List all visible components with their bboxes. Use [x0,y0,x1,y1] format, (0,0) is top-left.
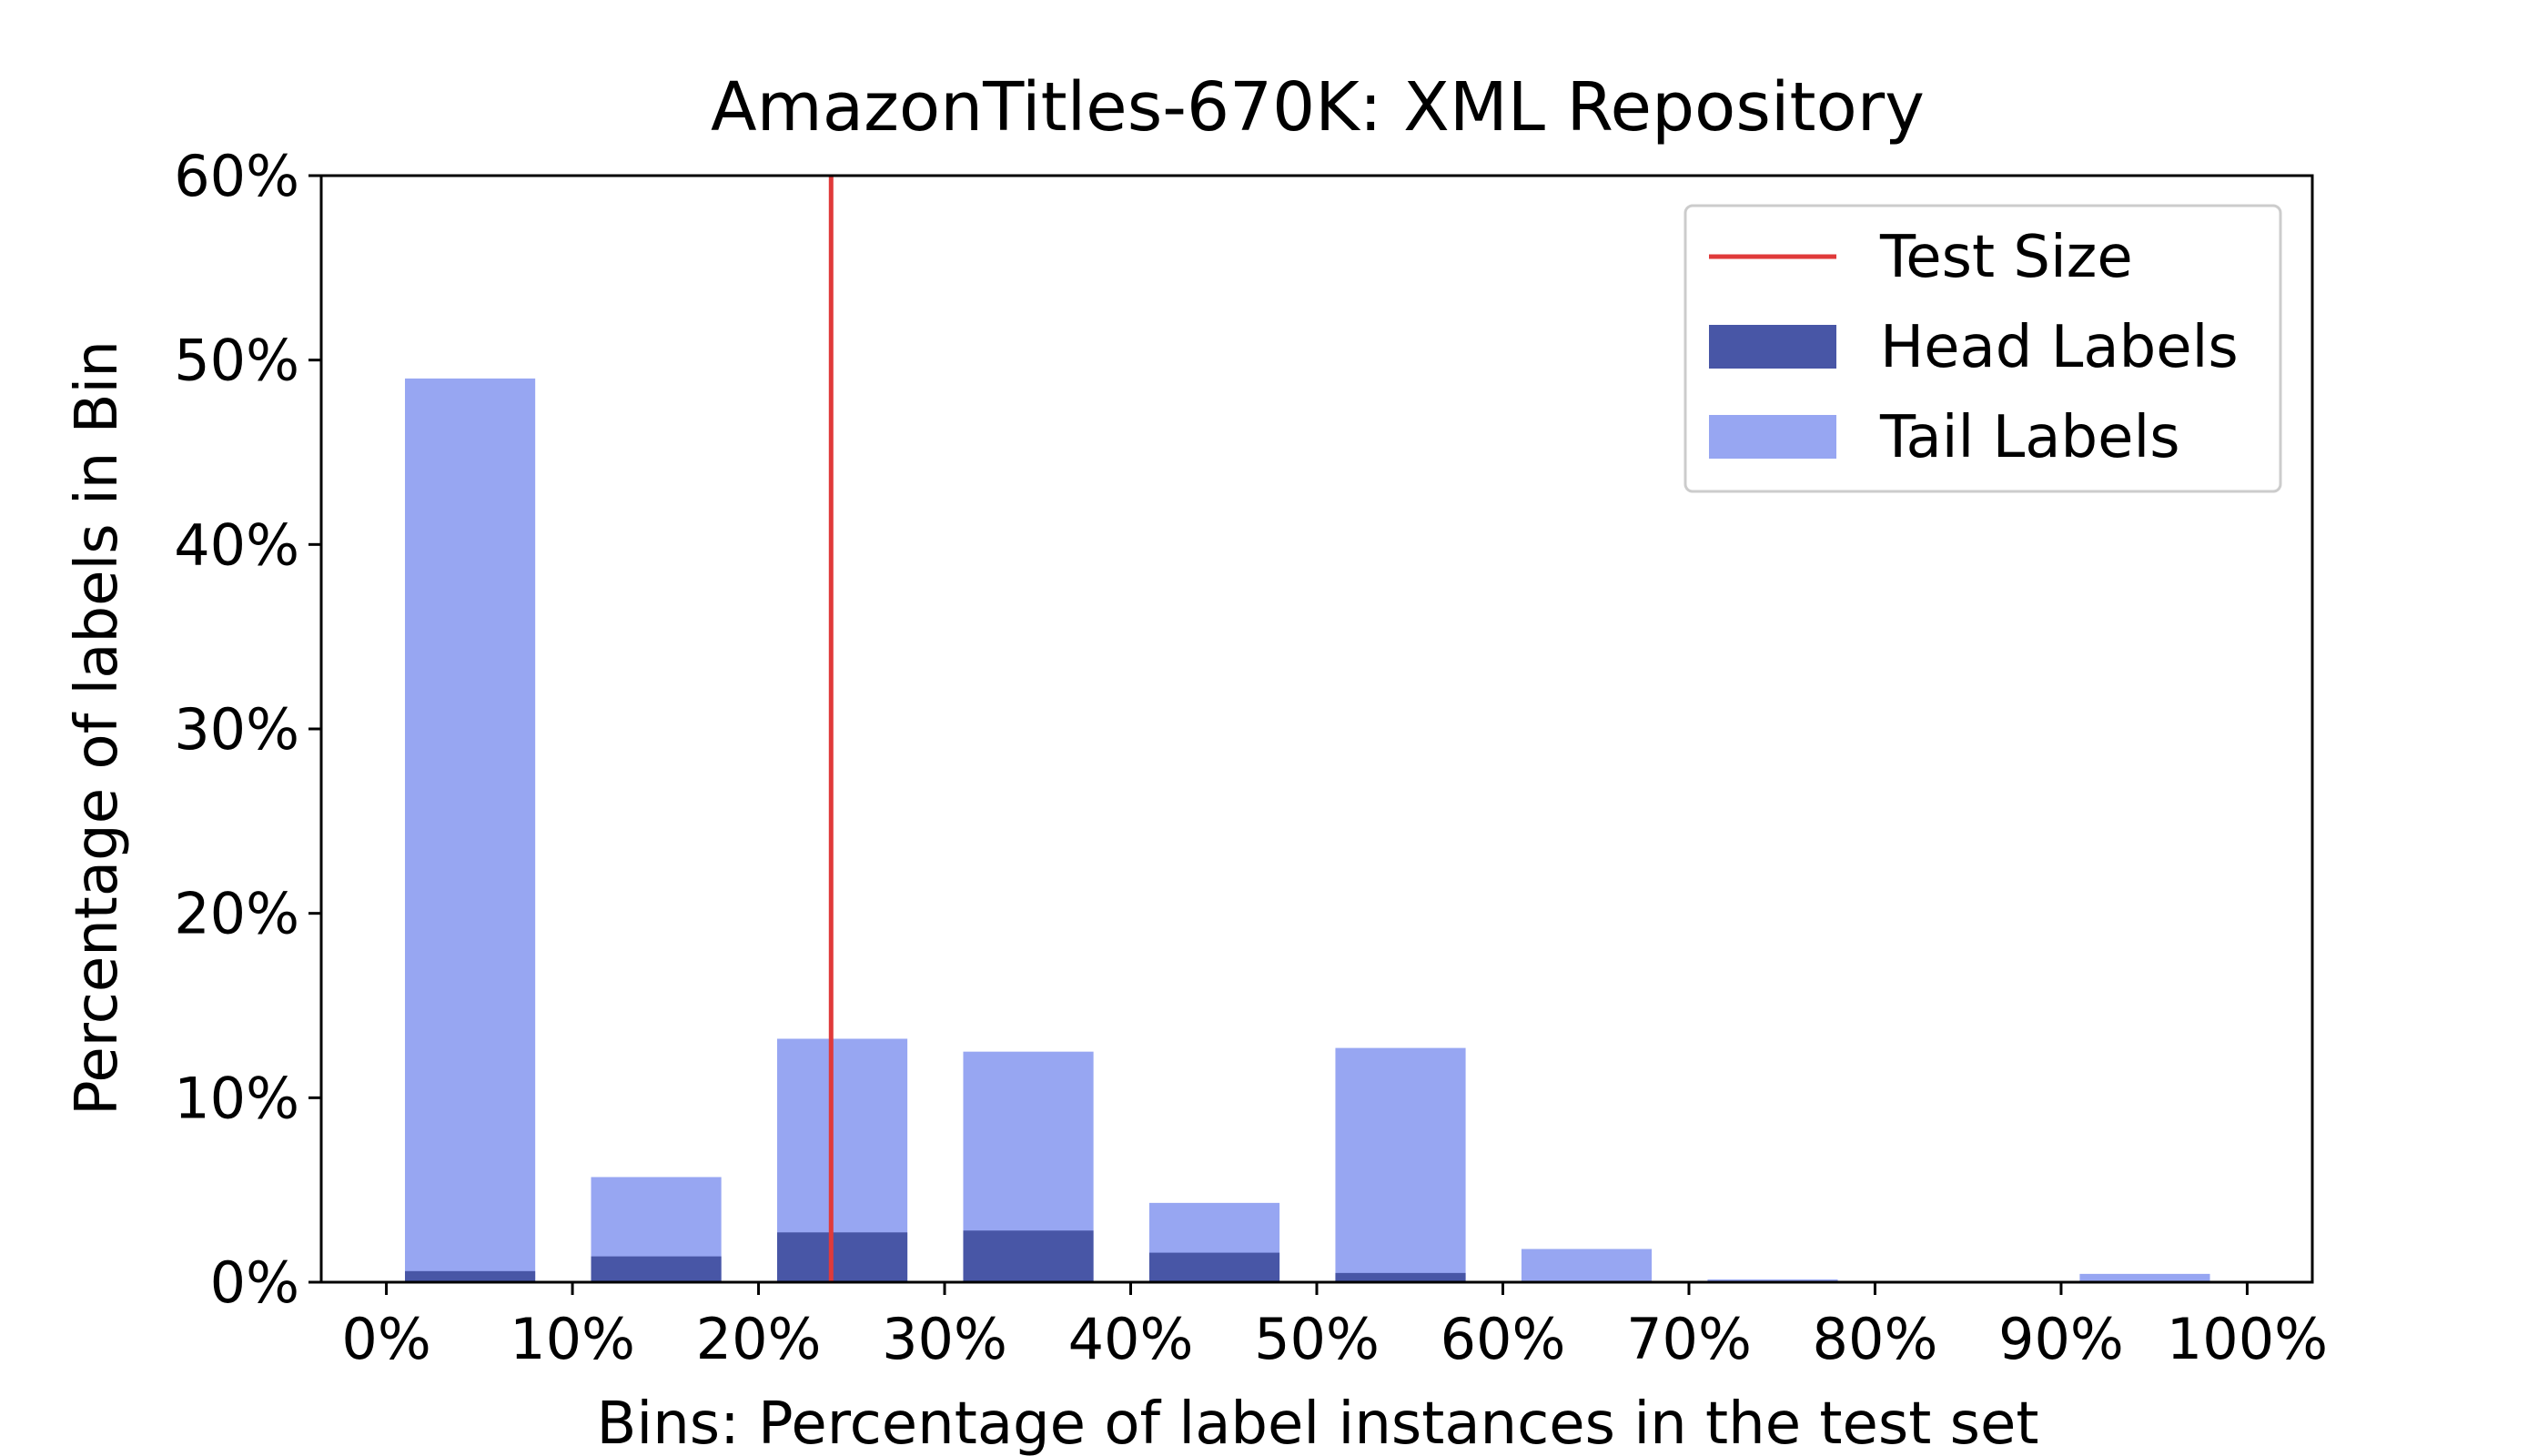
legend-label-tail-labels: Tail Labels [1879,404,2180,471]
bar-head-labels-0 [405,1270,536,1282]
x-tick-label: 30% [882,1306,1007,1372]
x-tick-label: 100% [2167,1306,2328,1372]
y-tick-label: 20% [174,881,299,947]
y-tick-label: 50% [174,328,299,394]
x-axis-label: Bins: Percentage of label instances in t… [597,1390,2039,1456]
x-tick-label: 0% [341,1306,430,1372]
legend-swatch-head-labels [1709,325,1836,369]
x-tick-label: 80% [1813,1306,1938,1372]
y-tick-label: 0% [210,1249,299,1316]
y-tick-label: 30% [174,696,299,763]
y-axis-ticks: 0% 10% 20% 30% 40% 50% 60% [174,143,321,1316]
y-tick-label: 60% [174,143,299,209]
y-tick-label: 10% [174,1065,299,1131]
legend-label-test-size: Test Size [1879,224,2133,291]
bar-tail-labels-5 [1335,1047,1466,1282]
x-tick-label: 40% [1068,1306,1194,1372]
bar-head-labels-3 [963,1230,1094,1282]
bar-head-labels-5 [1335,1272,1466,1282]
bar-head-labels-4 [1148,1252,1280,1282]
bar-head-labels-2 [776,1232,908,1282]
x-tick-label: 20% [696,1306,822,1372]
y-tick-label: 40% [174,511,299,578]
legend-swatch-tail-labels [1709,415,1836,459]
x-tick-label: 50% [1254,1306,1380,1372]
legend-label-head-labels: Head Labels [1880,314,2239,381]
bar-tail-labels-0 [405,378,536,1282]
x-axis-ticks: 0% 10% 20% 30% 40% 50% 60% 70% 80% 90% 100% [341,1282,2328,1372]
x-tick-label: 10% [510,1306,635,1372]
bar-head-labels-1 [591,1256,722,1282]
legend: Test Size Head Labels Tail Labels [1684,204,2282,493]
x-tick-label: 60% [1441,1306,1566,1372]
bar-tail-labels-9 [2079,1273,2210,1282]
bar-tail-labels-6 [1521,1249,1653,1282]
y-axis-label: Percentage of labels in Bin [64,340,131,1116]
x-tick-label: 90% [1998,1306,2124,1372]
chart-title: AmazonTitles-670K: XML Repository [711,68,1925,147]
bar-tail-labels-7 [1707,1279,1838,1282]
x-tick-label: 70% [1626,1306,1752,1372]
bars-layer [405,378,2210,1282]
